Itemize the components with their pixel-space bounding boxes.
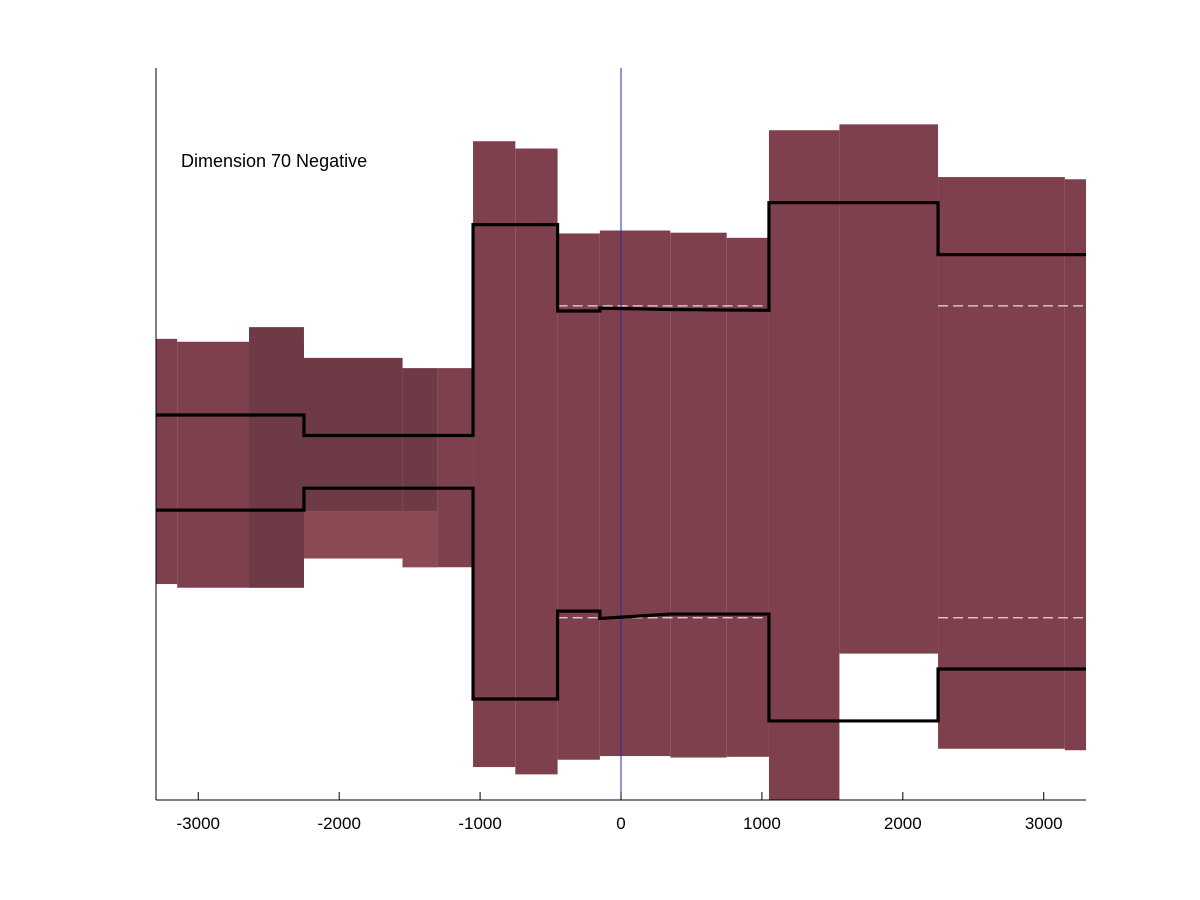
band-8	[557, 233, 600, 760]
reference-dashes	[557, 305, 1086, 619]
band-15	[1064, 179, 1086, 751]
band-1	[177, 341, 249, 588]
band-9	[599, 230, 671, 757]
band-10	[670, 232, 727, 758]
x-tick-label-2: -1000	[458, 814, 501, 833]
x-tick-label-6: 3000	[1025, 814, 1063, 833]
band-11	[726, 237, 769, 757]
x-tick-label-1: -2000	[317, 814, 360, 833]
band-5	[437, 368, 474, 568]
band-6	[473, 141, 516, 768]
chart-annotation: Dimension 70 Negative	[181, 151, 367, 171]
upper-line	[156, 201, 1086, 438]
lower-line	[156, 486, 1086, 723]
band-7	[515, 148, 558, 775]
x-tick-label-4: 1000	[743, 814, 781, 833]
band-3-overlap-light	[303, 510, 403, 559]
band-0	[156, 338, 178, 585]
band-12	[768, 130, 840, 801]
series-lines	[156, 201, 1086, 723]
x-ticks: -3000 -2000 -1000 0 1000 2000 3000	[177, 792, 1063, 833]
band-14	[938, 177, 1065, 749]
band-13	[839, 124, 939, 654]
band-2-overlap-dark	[249, 327, 304, 588]
x-tick-label-0: -3000	[177, 814, 220, 833]
x-tick-label-3: 0	[616, 814, 625, 833]
band-4-overlap-light	[402, 510, 438, 568]
x-tick-label-5: 2000	[884, 814, 922, 833]
confidence-bands	[156, 124, 1086, 801]
